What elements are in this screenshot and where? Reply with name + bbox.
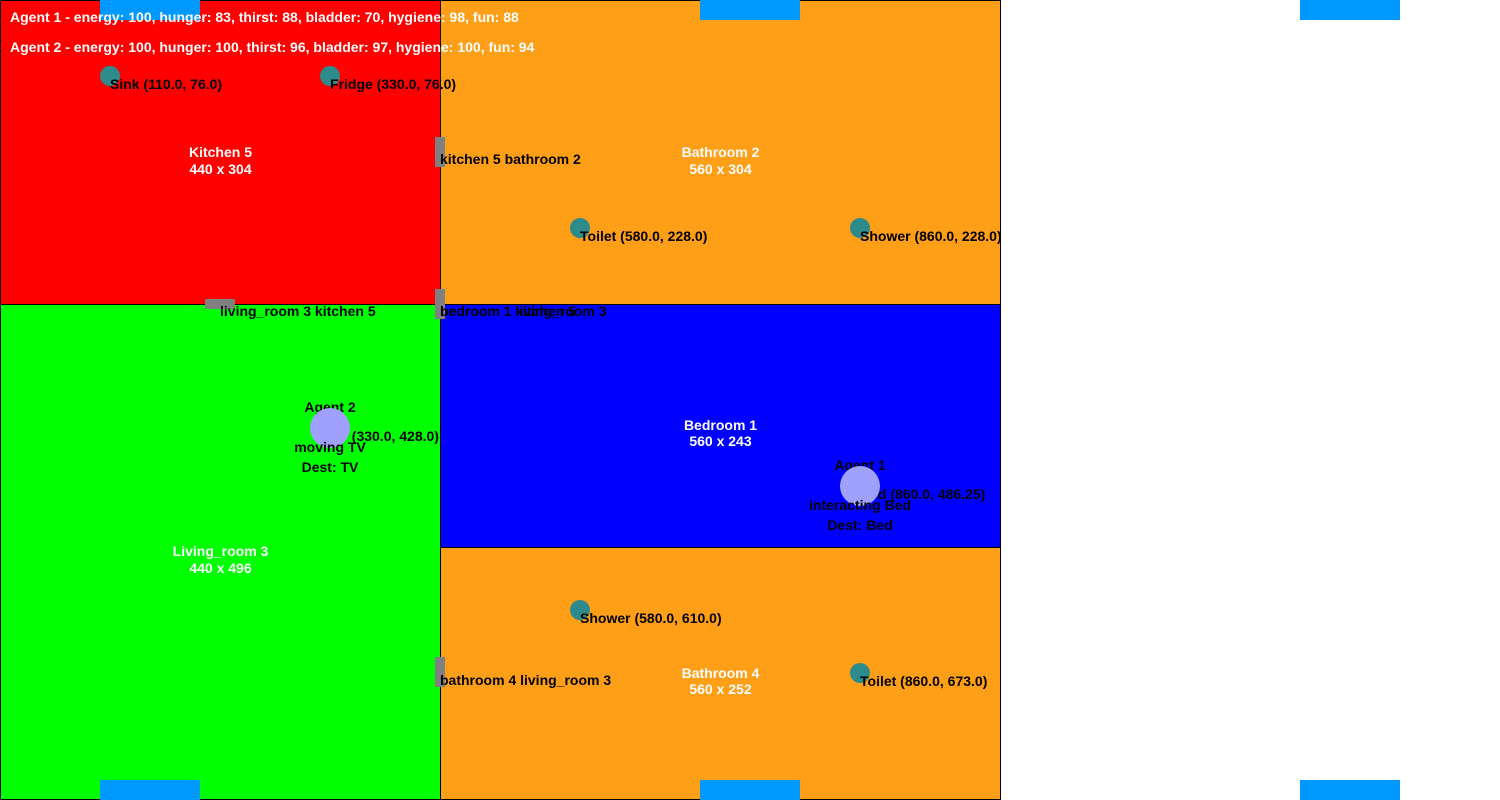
agent-2-dest: Dest: TV (301, 459, 359, 475)
door-bathroom-living[interactable] (435, 657, 445, 687)
agent-1-status: Agent 1 - energy: 100, hunger: 83, thirs… (10, 9, 519, 25)
fridge-marker-icon (320, 66, 340, 86)
sink-marker-icon (100, 66, 120, 86)
agent-1-dest: Dest: Bed (827, 517, 893, 533)
agent-1-state: interacting Bed (809, 497, 911, 513)
shower-label: Shower (860.0, 228.0) (860, 228, 1002, 244)
room-bedroom-name: Bedroom 1 (683, 417, 758, 433)
room-bathroom-2-size: 560 x 304 (689, 161, 752, 177)
window-outside-top (1300, 0, 1400, 20)
toilet-marker-icon (570, 218, 590, 238)
room-bathroom-4-size: 560 x 252 (689, 681, 752, 697)
shower-marker-icon (850, 218, 870, 238)
window-kitchen (100, 0, 200, 20)
agent-1-avatar[interactable] (840, 466, 880, 506)
room-kitchen-name: Kitchen 5 (188, 144, 252, 160)
door-label-bedroom-kitchen: bedroom 1 kitchen 5 (440, 303, 577, 319)
room-kitchen: Kitchen 5 440 x 304 (0, 0, 441, 305)
window-living-room (100, 780, 200, 800)
room-bathroom-2: Bathroom 2 560 x 304 (440, 0, 1001, 305)
bed-label: Bed (860.0, 486.25) (860, 486, 986, 502)
door-bedroom-kitchen[interactable] (435, 289, 445, 319)
door-label-living-kitchen: living_room 3 kitchen 5 (220, 303, 376, 319)
toilet-label: Toilet (580.0, 228.0) (580, 228, 708, 244)
agent-2-state: moving TV (294, 439, 366, 455)
agent-2-avatar[interactable] (310, 408, 350, 448)
room-living-room-name: Living_room 3 (172, 543, 269, 559)
toilet-marker-icon (850, 663, 870, 683)
door-living-kitchen[interactable] (205, 299, 235, 309)
room-bathroom-4: Bathroom 4 560 x 252 (440, 547, 1001, 800)
room-living-room-size: 440 x 496 (189, 560, 252, 576)
room-living-room: Living_room 3 440 x 496 (0, 304, 441, 800)
room-bedroom: Bedroom 1 560 x 243 (440, 304, 1001, 548)
toilet-label: Toilet (860.0, 673.0) (860, 673, 988, 689)
window-outside-bottom (1300, 780, 1400, 800)
shower-marker-icon (570, 600, 590, 620)
door-label-bathroom-living: bathroom 4 living_room 3 (440, 672, 612, 688)
door-kitchen-bathroom[interactable] (435, 137, 445, 167)
door-label-bedroom-living: bedroom 1 living_room 3 (440, 303, 607, 319)
room-bedroom-size: 560 x 243 (689, 433, 752, 449)
window-bathroom-2 (700, 0, 800, 20)
window-bathroom-4 (700, 780, 800, 800)
room-bathroom-2-name: Bathroom 2 (681, 144, 760, 160)
room-bathroom-4-name: Bathroom 4 (681, 665, 760, 681)
shower-label: Shower (580.0, 610.0) (580, 610, 722, 626)
agent-2-status: Agent 2 - energy: 100, hunger: 100, thir… (10, 39, 535, 55)
room-kitchen-size: 440 x 304 (189, 161, 252, 177)
sink-label: Sink (110.0, 76.0) (110, 76, 223, 92)
fridge-label: Fridge (330.0, 76.0) (330, 76, 457, 92)
tv-label: TV (330.0, 428.0) (330, 428, 439, 444)
door-label-kitchen-bathroom: kitchen 5 bathroom 2 (440, 151, 581, 167)
